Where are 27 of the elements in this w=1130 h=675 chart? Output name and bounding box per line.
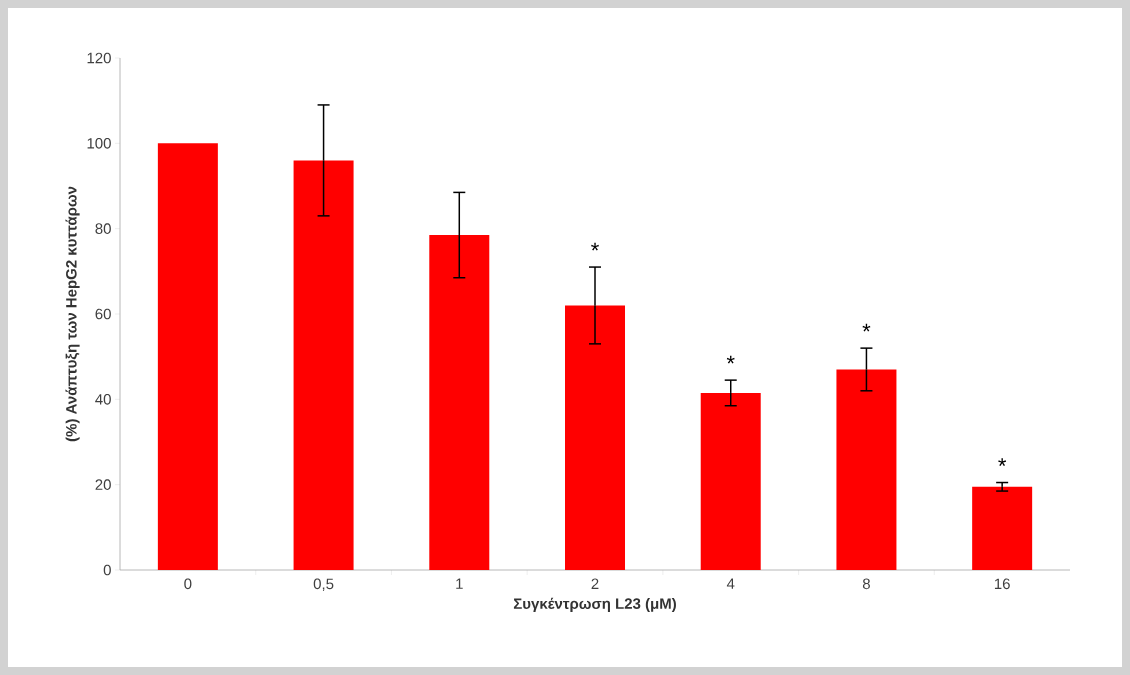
- y-tick-label: 100: [87, 138, 111, 149]
- annotation: *: [591, 242, 599, 251]
- bar: [700, 392, 761, 570]
- y-tick-label: 20: [95, 479, 111, 490]
- y-tick-label: 80: [95, 223, 111, 234]
- x-axis-title: Συγκέντρωση L23 (μM): [513, 597, 676, 612]
- annotation: *: [862, 323, 871, 332]
- annotation: *: [998, 458, 1007, 466]
- y-tick-label: 40: [95, 394, 111, 405]
- bar: [836, 369, 897, 570]
- x-tick-label: 2: [591, 578, 599, 589]
- x-tick-label: 0: [184, 578, 192, 590]
- x-tick-label: 16: [994, 578, 1010, 590]
- x-tick-label: 0,5: [313, 578, 334, 591]
- y-axis-title: (%) Ανάπτυξη των HepG2 κυττάρων: [65, 186, 80, 442]
- x-tick-label: 8: [862, 578, 870, 590]
- y-tick-label: 0: [103, 564, 111, 576]
- bar: [972, 486, 1033, 570]
- x-tick-label: 1: [456, 578, 463, 589]
- bar: [293, 160, 354, 570]
- y-tick-label: 60: [95, 308, 111, 320]
- bar: [157, 143, 218, 570]
- bar: [565, 305, 626, 570]
- y-tick-label: 120: [87, 52, 111, 64]
- x-tick-label: 4: [726, 578, 735, 589]
- annotation: *: [726, 355, 735, 364]
- bar: [429, 235, 490, 570]
